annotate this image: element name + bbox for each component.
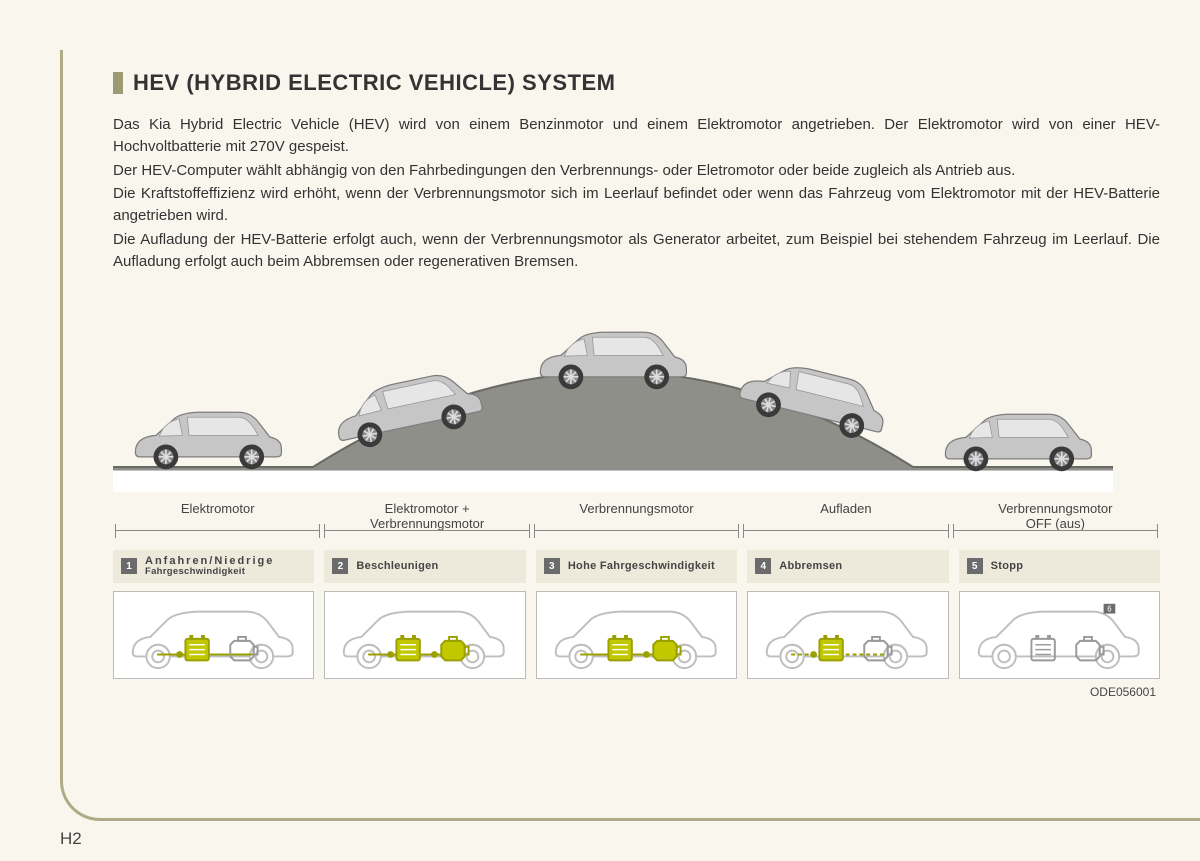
step-label: Beschleunigen [356, 560, 438, 572]
powertrain-schematic-3 [536, 591, 737, 679]
car-illustration-3 [528, 322, 693, 402]
step-label: Anfahren/NiedrigeFahrgeschwindigkeit [145, 555, 274, 578]
step-tag-3: 3 Hohe Fahrgeschwindigkeit [536, 550, 737, 583]
page-number: H2 [60, 829, 82, 849]
step-tags-row: 1 Anfahren/NiedrigeFahrgeschwindigkeit 2… [113, 550, 1160, 583]
step-label: Abbremsen [779, 560, 842, 572]
step-number-badge: 4 [755, 558, 771, 574]
title-row: HEV (HYBRID ELECTRIC VEHICLE) SYSTEM [113, 70, 1160, 96]
mode-brackets-row: ElektromotorElektromotor +Verbrennungsmo… [113, 500, 1160, 542]
paragraph-2: Der HEV-Computer wählt abhängig von den … [113, 160, 1160, 182]
paragraph-1: Das Kia Hybrid Electric Vehicle (HEV) wi… [113, 114, 1160, 158]
step-tag-5: 5 Stopp [959, 550, 1160, 583]
powertrain-schematic-4 [747, 591, 948, 679]
paragraph-3: Die Kraftstoffeffizienz wird erhöht, wen… [113, 183, 1160, 227]
powertrain-schematic-5: 6 [959, 591, 1160, 679]
image-reference-code: ODE056001 [113, 685, 1160, 699]
schematics-row: 6 [113, 591, 1160, 679]
svg-text:6: 6 [1107, 604, 1111, 613]
mode-bracket-1: Elektromotor [113, 500, 322, 542]
step-number-badge: 5 [967, 558, 983, 574]
mode-bracket-3: Verbrennungsmotor [532, 500, 741, 542]
step-number-badge: 1 [121, 558, 137, 574]
step-tag-1: 1 Anfahren/NiedrigeFahrgeschwindigkeit [113, 550, 314, 583]
mode-bracket-2: Elektromotor +Verbrennungsmotor [322, 500, 531, 542]
powertrain-schematic-2 [324, 591, 525, 679]
step-number-badge: 2 [332, 558, 348, 574]
mode-bracket-5: VerbrennungsmotorOFF (aus) [951, 500, 1160, 542]
paragraph-4: Die Aufladung der HEV-Batterie erfolgt a… [113, 229, 1160, 273]
step-label: Hohe Fahrgeschwindigkeit [568, 560, 715, 572]
car-illustration-1 [123, 402, 288, 482]
hev-diagram: ElektromotorElektromotor +Verbrennungsmo… [113, 312, 1160, 698]
powertrain-schematic-1 [113, 591, 314, 679]
step-tag-4: 4 Abbremsen [747, 550, 948, 583]
car-illustration-5 [933, 404, 1098, 484]
title-accent-bar [113, 72, 123, 94]
page-frame: HEV (HYBRID ELECTRIC VEHICLE) SYSTEM Das… [60, 50, 1200, 821]
mode-bracket-4: Aufladen [741, 500, 950, 542]
step-number-badge: 3 [544, 558, 560, 574]
step-label: Stopp [991, 560, 1024, 572]
page-title: HEV (HYBRID ELECTRIC VEHICLE) SYSTEM [133, 70, 615, 96]
terrain-illustration [113, 312, 1160, 492]
step-tag-2: 2 Beschleunigen [324, 550, 525, 583]
